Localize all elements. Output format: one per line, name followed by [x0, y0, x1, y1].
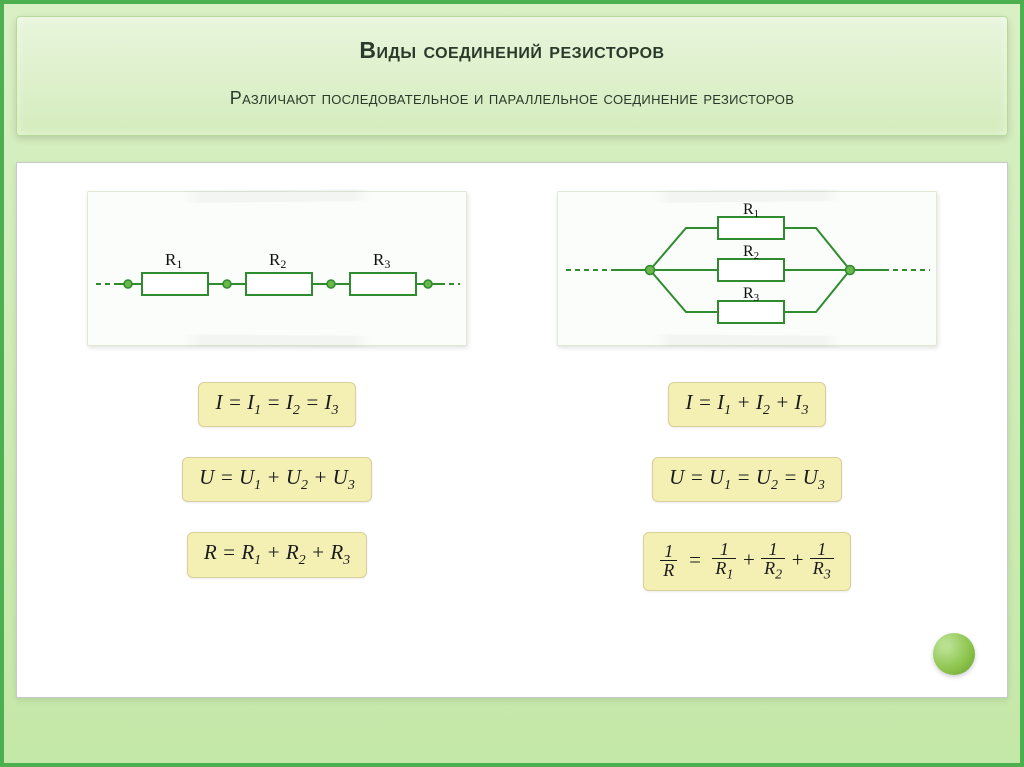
parallel-formula-current: I = I1 + I2 + I3 [668, 382, 825, 427]
svg-text:R3: R3 [743, 285, 760, 304]
series-formula-resistance: R = R1 + R2 + R3 [187, 532, 367, 577]
title: Виды соединений резисторов [41, 37, 983, 64]
parallel-circuit: R1 R2 R3 [557, 191, 937, 346]
svg-text:R3: R3 [373, 250, 390, 271]
corner-dot [933, 633, 975, 675]
parallel-formula-resistance: 1R = 1R1 + 1R2 + 1R3 [643, 532, 851, 591]
subtitle: Различают последовательное и параллельно… [41, 88, 983, 109]
slide-frame: Виды соединений резисторов Различают пос… [0, 0, 1024, 767]
series-formula-voltage: U = U1 + U2 + U3 [182, 457, 372, 502]
svg-text:R1: R1 [743, 201, 759, 220]
content-panel: R1 R2 R3 I = I1 = I2 = I3 U = U1 + U2 + … [16, 162, 1008, 698]
parallel-svg: R1 R2 R3 [558, 192, 938, 347]
parallel-formula-voltage: U = U1 = U2 = U3 [652, 457, 842, 502]
series-column: R1 R2 R3 I = I1 = I2 = I3 U = U1 + U2 + … [77, 191, 477, 621]
svg-text:R1: R1 [165, 250, 182, 271]
series-svg: R1 R2 R3 [88, 192, 468, 347]
svg-text:R2: R2 [743, 243, 759, 262]
parallel-column: R1 R2 R3 I = I1 + I2 + I3 U = U1 = U2 = … [547, 191, 947, 621]
series-formula-current: I = I1 = I2 = I3 [198, 382, 355, 427]
header-panel: Виды соединений резисторов Различают пос… [16, 16, 1008, 136]
series-circuit: R1 R2 R3 [87, 191, 467, 346]
svg-text:R2: R2 [269, 250, 286, 271]
